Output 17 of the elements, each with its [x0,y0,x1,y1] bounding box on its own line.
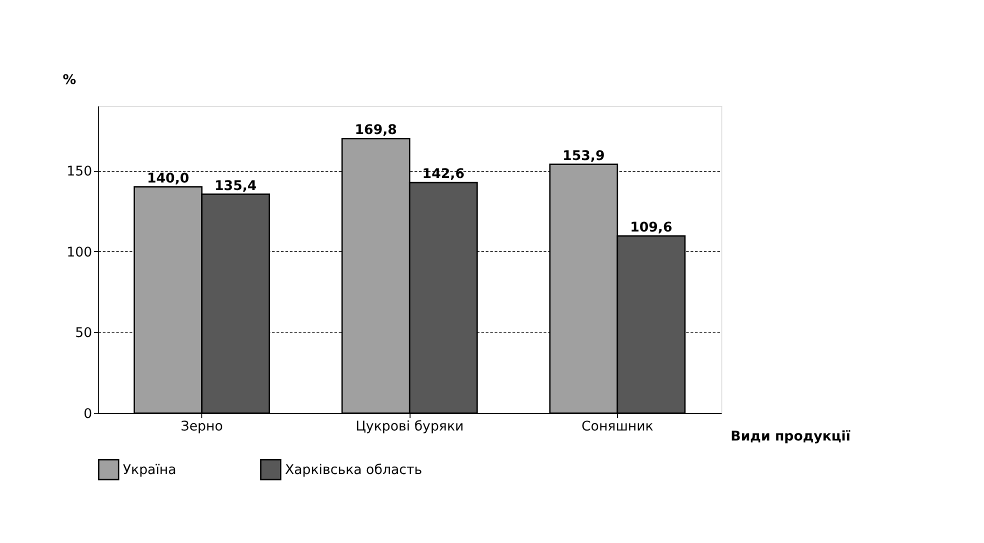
legend-label: Харківська область [284,463,422,478]
y-tick-label: 150 [66,164,92,180]
x-tick-label: Соняшник [581,420,654,435]
x-axis-title: Види продукції [730,429,851,444]
x-tick-label: Зерно [180,420,223,435]
y-axis-title: % [62,73,76,88]
data-label: 140,0 [146,171,190,186]
data-label: 109,6 [630,220,672,236]
data-label: 142,6 [422,167,465,182]
y-tick-label: 100 [66,245,92,260]
y-tick-label: 50 [75,326,92,342]
legend-label: Україна [122,463,176,478]
data-label: 153,9 [562,148,605,164]
data-label: 169,8 [354,123,397,138]
y-tick-label: 0 [84,407,92,422]
data-label: 135,4 [214,178,257,194]
x-tick-label: Цукрові буряки [356,420,464,435]
